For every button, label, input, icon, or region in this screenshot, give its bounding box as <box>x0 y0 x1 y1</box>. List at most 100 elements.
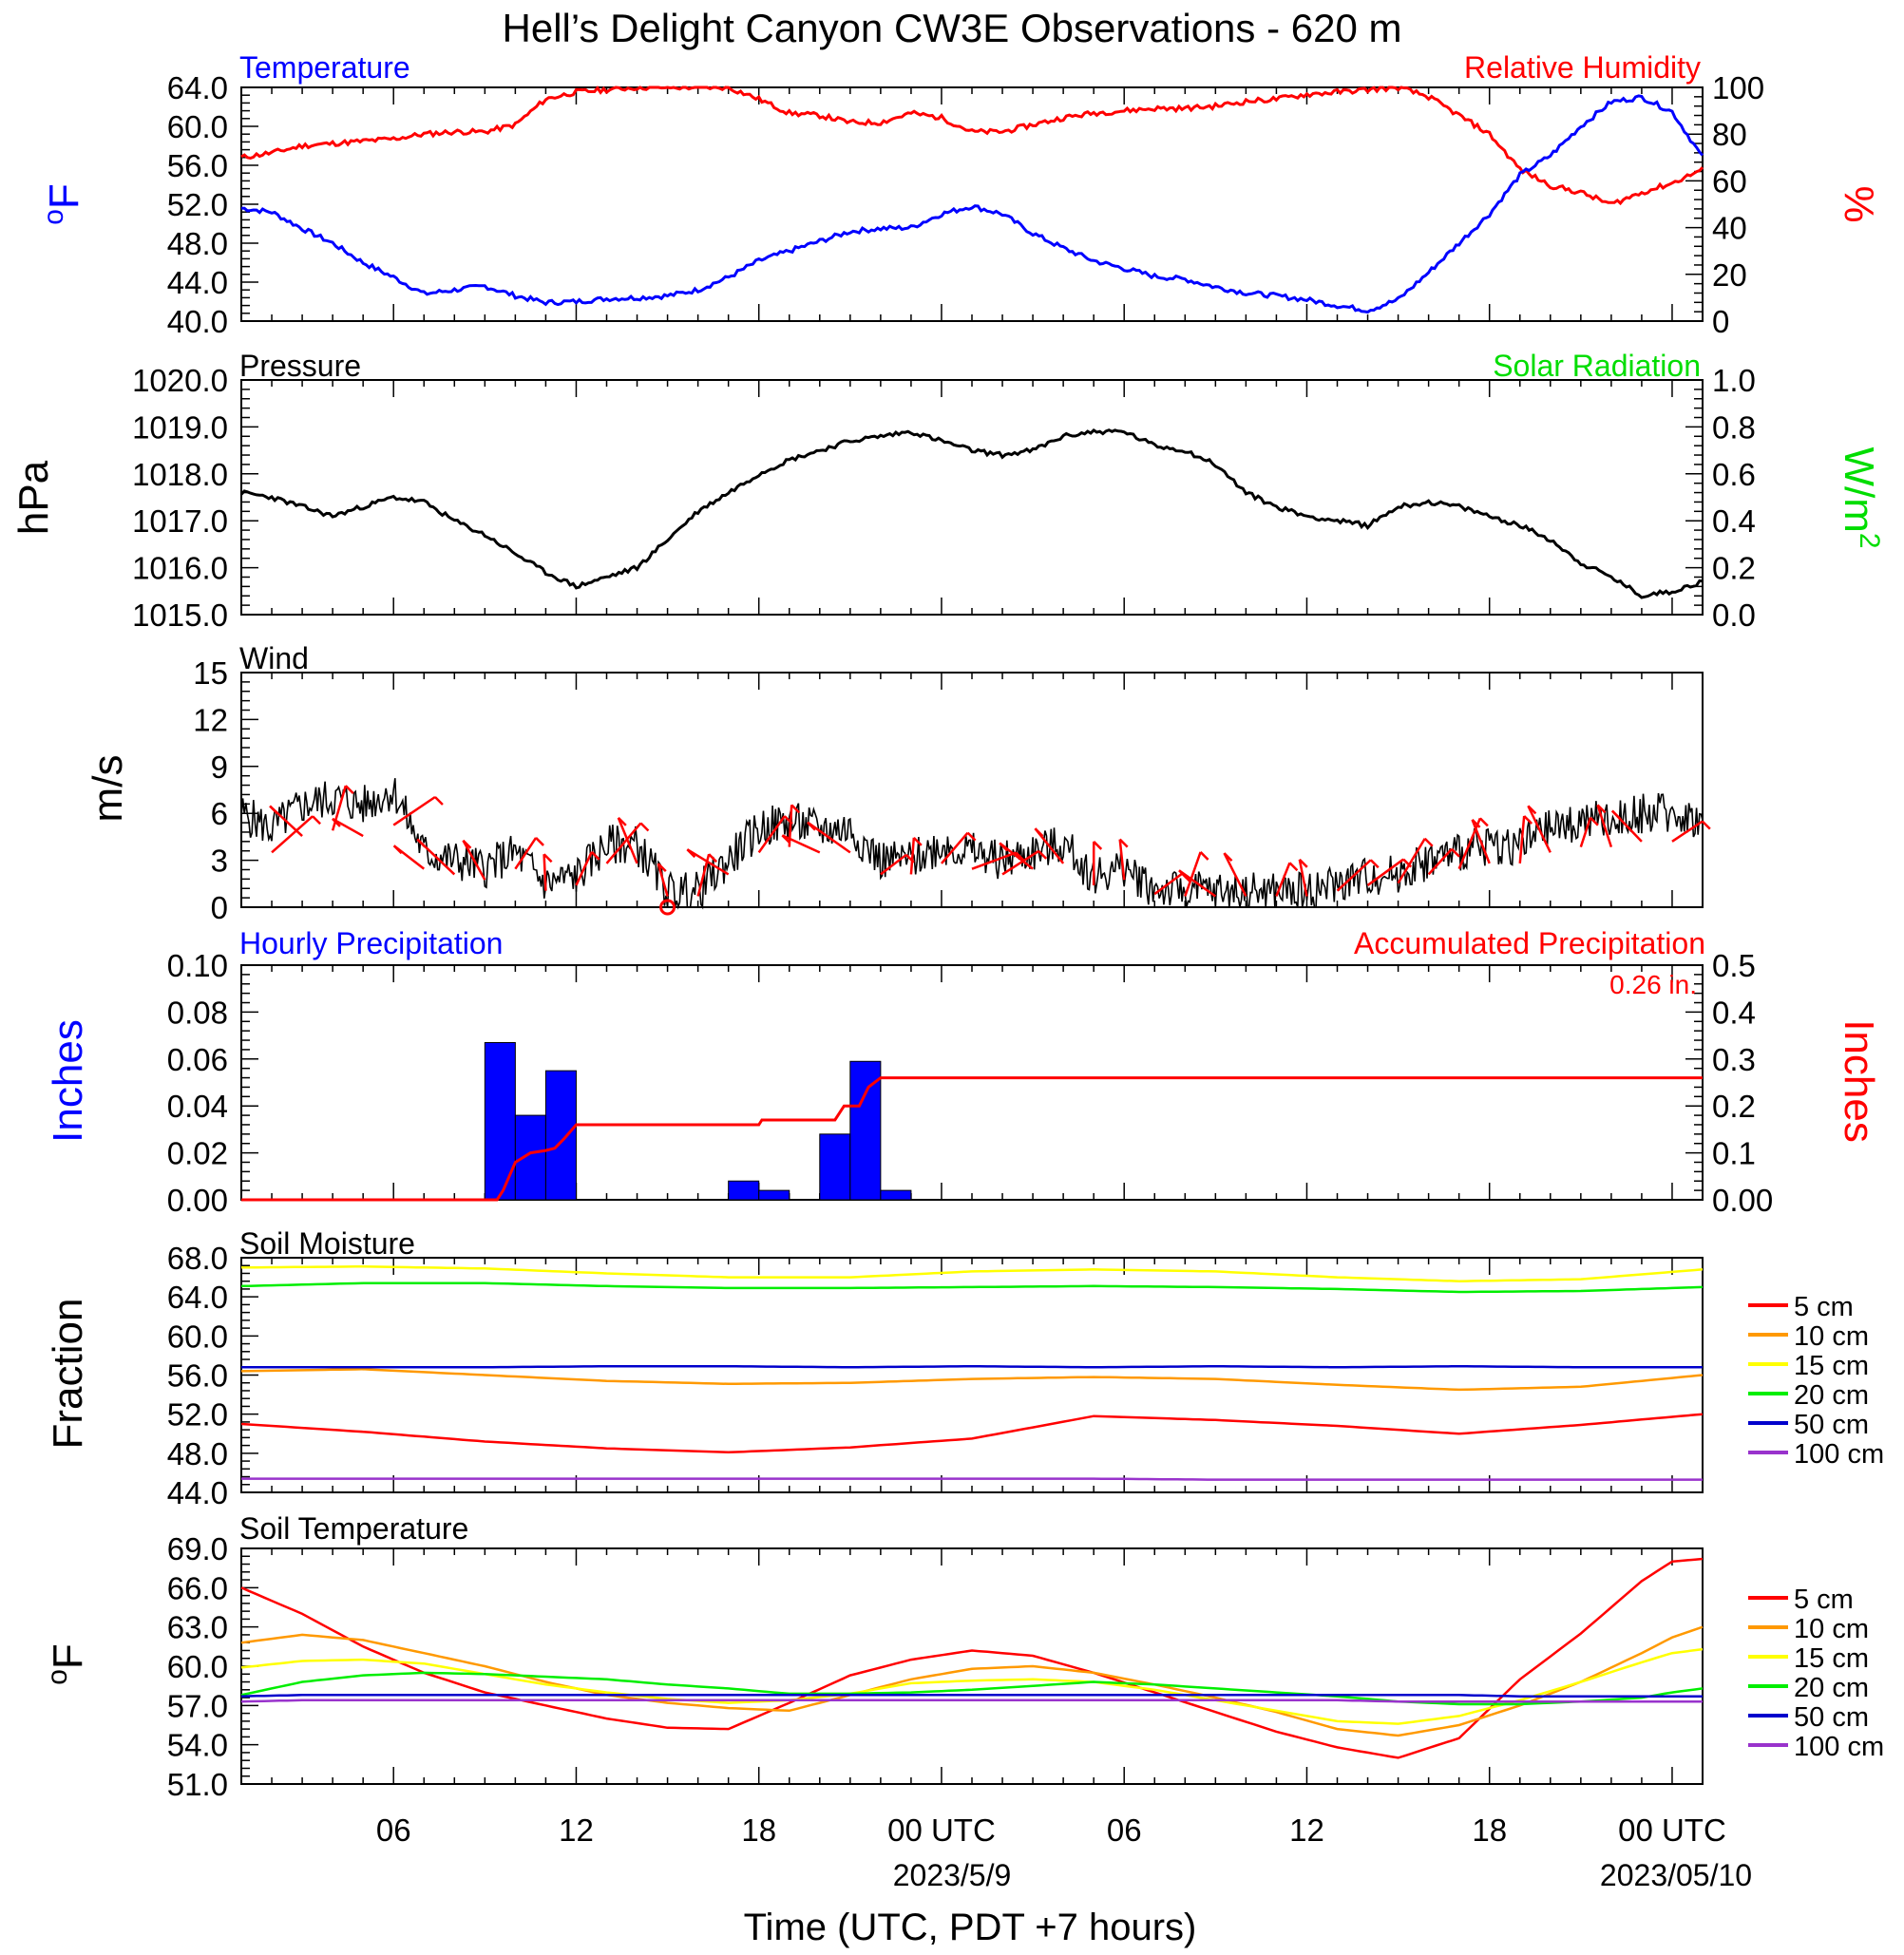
wind-barb-flag <box>1423 837 1434 847</box>
soil-moisture-unit-label: Fraction <box>45 1299 91 1450</box>
wind-barb-flag <box>590 850 600 861</box>
wind-barb-flag <box>1590 816 1599 826</box>
wind-barb <box>686 848 730 876</box>
wind-barb-flag <box>392 845 403 855</box>
soil-moisture-line-3 <box>240 1281 1704 1294</box>
temperature-tick-label: 40.0 <box>167 304 228 339</box>
chart-title: Hell’s Delight Canyon CW3E Observations … <box>503 6 1402 50</box>
pressure-tick-label: 1018.0 <box>132 457 228 492</box>
wind-barb-flag <box>1527 805 1537 815</box>
pressure-solar-panel: 1015.0 1016.0 1017.0 1018.0 1019.0 1020.0 0.0 0… <box>132 363 1756 633</box>
accum-precip-line <box>241 1076 1703 1202</box>
solar-title: Solar Radiation <box>1493 349 1701 383</box>
wind-barb <box>575 851 593 886</box>
wind-barb-flag <box>966 831 977 842</box>
hourly-precip-tick-label: 0.10 <box>167 948 228 983</box>
wind-barb-flag <box>312 815 321 826</box>
wind-barb <box>1275 862 1291 897</box>
wind-barb-flag <box>1015 851 1025 862</box>
wind-barb <box>657 863 669 897</box>
wind-barb <box>880 853 907 876</box>
x-tick-label: 12 <box>559 1813 594 1848</box>
solar-tick-label: 0.6 <box>1712 457 1756 492</box>
x-tick-label: 06 <box>376 1813 411 1848</box>
pressure-tick-label: 1017.0 <box>132 503 228 539</box>
legend-label: 20 cm <box>1794 1673 1869 1703</box>
wind-barb-flag <box>912 836 923 846</box>
hourly-precip-bar <box>544 1070 577 1201</box>
humidity-tick-label: 80 <box>1712 117 1747 152</box>
hourly-precip-bar <box>728 1180 760 1201</box>
soil-moisture-tick-label: 52.0 <box>167 1397 228 1433</box>
wind-barb <box>1118 839 1126 881</box>
accum-precip-tick-label: 0.2 <box>1712 1089 1756 1124</box>
pressure-tick-label: 1020.0 <box>132 363 228 398</box>
wind-barb-flag <box>462 839 472 849</box>
pressure-title: Pressure <box>239 349 361 383</box>
wind-barb-flag <box>1034 827 1044 838</box>
soil-temperature-line-4 <box>240 1694 1703 1698</box>
soil-moisture-line-1 <box>240 1368 1704 1392</box>
wind-barb <box>971 851 1017 870</box>
humidity-tick-label: 60 <box>1712 163 1747 199</box>
soil-temperature-tick-label: 63.0 <box>167 1610 228 1645</box>
solar-tick-label: 0.8 <box>1712 409 1756 445</box>
temperature-tick-label: 64.0 <box>167 70 228 105</box>
x-tick-label: 00 UTC <box>887 1813 996 1848</box>
accum-precip-unit-label: Inches <box>1836 1019 1882 1143</box>
wind-frame <box>240 672 1704 908</box>
hourly-precip-tick-label: 0.02 <box>167 1136 228 1171</box>
accum-precip-tick-label: 0.4 <box>1712 995 1756 1030</box>
x-tick-label: 12 <box>1289 1813 1324 1848</box>
wind-barb-flag <box>657 863 667 873</box>
wind-barb <box>1397 838 1426 884</box>
wind-barb <box>1596 804 1613 847</box>
soil-moisture-line-0 <box>240 1413 1704 1454</box>
wind-barb-flag <box>416 838 427 848</box>
wind-barb <box>1184 851 1202 897</box>
wind-barb <box>392 795 436 826</box>
wind-barb-flag <box>1178 869 1188 880</box>
wind-barb-flag <box>1523 815 1533 825</box>
wind-barb-flag <box>1451 847 1460 858</box>
wind-barb <box>1336 859 1372 892</box>
soil-temperature-line-3 <box>240 1671 1704 1706</box>
hourly-precip-tick-label: 0.08 <box>167 995 228 1030</box>
humidity-tick-label: 0 <box>1712 304 1729 339</box>
legend-label: 20 cm <box>1794 1380 1869 1411</box>
pressure-tick-label: 1019.0 <box>132 409 228 445</box>
soil-moisture-line-2 <box>240 1265 1704 1282</box>
wind-barb-flag <box>434 796 444 806</box>
wind-barb-flag <box>781 834 791 845</box>
wind-barb <box>781 834 821 854</box>
wind-tick-label: 15 <box>193 655 228 691</box>
humidity-unit-label: % <box>1836 185 1882 222</box>
wind-barb <box>1298 859 1308 897</box>
wind-tick-label: 6 <box>211 796 228 831</box>
soil-moisture-tick-label: 68.0 <box>167 1241 228 1276</box>
humidity-tick-label: 100 <box>1712 70 1764 105</box>
wind-barb-flag <box>1596 804 1607 814</box>
wind-barb <box>332 817 364 838</box>
temperature-tick-label: 48.0 <box>167 226 228 261</box>
soil-moisture-frame <box>240 1257 1704 1493</box>
temperature-line <box>240 94 1704 314</box>
humidity-tick-label: 40 <box>1712 211 1747 246</box>
wind-tick-label: 12 <box>193 702 228 737</box>
wind-barb <box>941 831 969 864</box>
soil-temperature-line-5 <box>240 1699 1703 1703</box>
soil-temperature-tick-label: 54.0 <box>167 1728 228 1763</box>
legend-label: 100 cm <box>1794 1439 1884 1470</box>
wind-barb <box>1579 817 1592 847</box>
wind-barb-flag <box>999 842 1009 852</box>
wind-barb <box>605 822 642 864</box>
temperature-frame <box>240 86 1704 322</box>
soil-moisture-line-5 <box>241 1477 1703 1481</box>
legend-label: 10 cm <box>1794 1614 1869 1644</box>
temperature-tick-label: 56.0 <box>167 148 228 183</box>
wind-barb <box>1001 849 1039 876</box>
soil-temperature-line-0 <box>240 1557 1704 1759</box>
pressure-frame <box>240 379 1704 616</box>
x-tick-label: 00 UTC <box>1618 1813 1726 1848</box>
